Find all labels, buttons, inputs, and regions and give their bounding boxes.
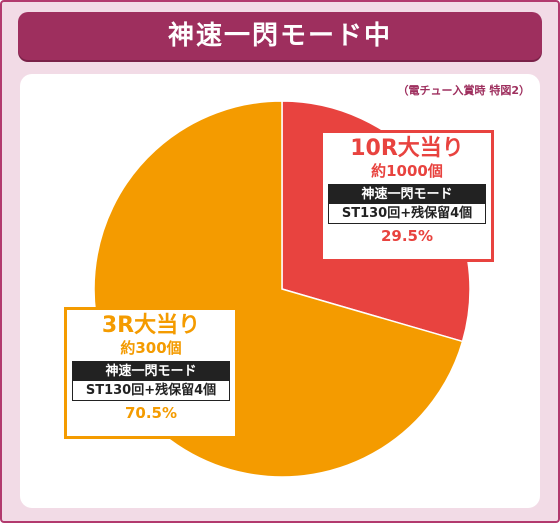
label-10r: 10R大当り 約1000個 神速一閃モード ST130回+残保留4個 29.5% <box>320 130 494 262</box>
label-10r-box: 神速一閃モード ST130回+残保留4個 <box>328 184 486 224</box>
header-bar: 神速一閃モード中 <box>18 12 542 60</box>
label-3r-box: 神速一閃モード ST130回+残保留4個 <box>72 361 230 401</box>
label-10r-pct: 29.5% <box>380 227 434 245</box>
label-3r-pct: 70.5% <box>124 404 178 422</box>
page-title: 神速一閃モード中 <box>167 21 392 51</box>
label-3r-sub: 約300個 <box>120 339 182 357</box>
chart-panel: （電チュー入賞時 特図2） 10R大当り 約1000個 神速一閃モード ST13… <box>20 74 540 508</box>
label-3r-title: 3R大当り <box>101 313 201 338</box>
label-10r-detail: ST130回+残保留4個 <box>329 204 485 223</box>
label-10r-title: 10R大当り <box>350 136 464 161</box>
label-10r-sub: 約1000個 <box>371 162 443 180</box>
label-3r-detail: ST130回+残保留4個 <box>73 381 229 400</box>
label-3r-mode: 神速一閃モード <box>73 362 229 381</box>
label-3r: 3R大当り 約300個 神速一閃モード ST130回+残保留4個 70.5% <box>64 307 238 439</box>
label-10r-mode: 神速一閃モード <box>329 185 485 204</box>
condition-note: （電チュー入賞時 特図2） <box>397 84 530 97</box>
